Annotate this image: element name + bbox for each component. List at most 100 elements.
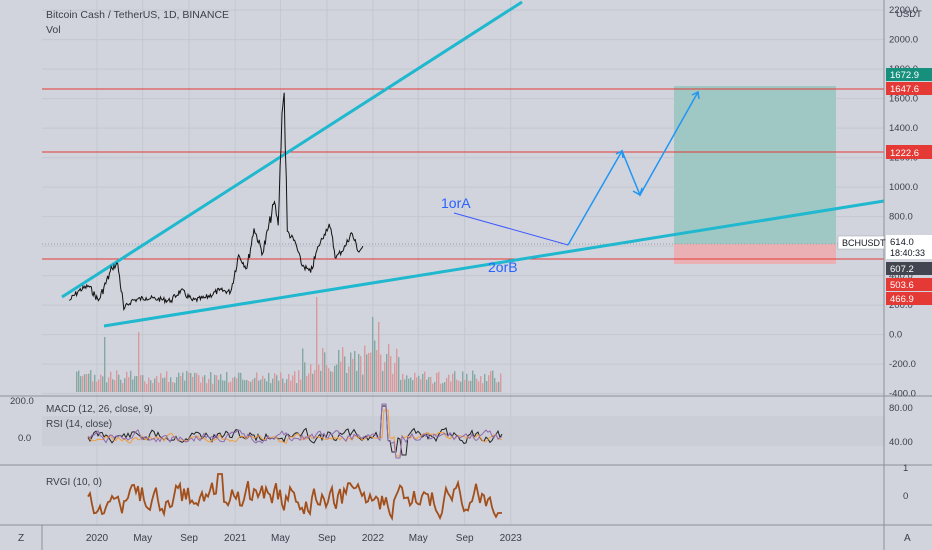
volume-bar	[90, 370, 92, 392]
volume-bar	[302, 348, 304, 392]
tag-countdown-text: 18:40:33	[890, 248, 925, 258]
price-tick-label: 800.0	[889, 212, 913, 223]
corner-right-button[interactable]: A	[904, 533, 911, 544]
volume-bar	[174, 382, 176, 392]
volume-bar	[452, 373, 454, 392]
price-tick-label: -400.0	[889, 389, 916, 400]
volume-bar	[122, 382, 124, 392]
volume-bar	[194, 372, 196, 392]
volume-bar	[260, 379, 262, 392]
price-tick-label: 200.0	[889, 300, 913, 311]
tag-tp-target-text: 1672.9	[890, 70, 919, 81]
volume-bar	[410, 377, 412, 392]
volume-bar	[278, 380, 280, 392]
volume-bar	[218, 379, 220, 392]
price-series-line	[69, 92, 364, 311]
tag-level-466-text: 466.9	[890, 294, 914, 305]
volume-bar	[108, 377, 110, 392]
tag-level-607[interactable]: 607.2	[886, 262, 932, 275]
volume-bar	[186, 370, 188, 392]
volume-bar	[254, 377, 256, 392]
volume-bar	[438, 371, 440, 392]
projection-arrow-down	[632, 187, 643, 197]
volume-bar	[274, 373, 276, 392]
volume-bar	[300, 379, 302, 392]
volume-bar	[298, 370, 300, 392]
volume-bar	[198, 375, 200, 392]
volume-bar	[96, 381, 98, 392]
wave-label-b[interactable]: 2orB	[488, 259, 518, 275]
volume-bar	[448, 374, 450, 392]
volume-bar	[266, 381, 268, 392]
volume-bar	[422, 373, 424, 392]
tag-level-466[interactable]: 466.9	[886, 292, 932, 305]
volume-bar	[408, 378, 410, 392]
volume-bar	[404, 379, 406, 392]
volume-bar	[282, 378, 284, 392]
descending-line-b[interactable]	[453, 212, 569, 246]
volume-bar	[146, 383, 148, 392]
lower-support-line[interactable]	[103, 199, 885, 328]
volume-bar	[366, 354, 368, 392]
projection-arrow-up-2	[691, 90, 700, 100]
volume-bar	[184, 380, 186, 392]
volume-bar	[460, 381, 462, 392]
tag-resistance-mid-text: 1222.6	[890, 148, 919, 159]
volume-bar	[238, 372, 240, 392]
tag-level-503[interactable]: 503.6	[886, 278, 932, 291]
volume-bar	[120, 379, 122, 392]
volume-bar	[124, 378, 126, 392]
volume-bar	[464, 379, 466, 392]
volume-bar	[486, 380, 488, 392]
volume-bar	[368, 352, 370, 392]
volume-bar	[132, 379, 134, 392]
price-tick-label: 1600.0	[889, 94, 918, 105]
volume-bar	[470, 380, 472, 392]
wave-label-a[interactable]: 1orA	[441, 195, 471, 211]
volume-bar	[262, 375, 264, 392]
volume-bar	[78, 370, 80, 392]
volume-bar	[458, 380, 460, 392]
projection-path[interactable]	[567, 91, 699, 246]
volume-bar	[160, 373, 162, 392]
time-tick-label: 2023	[500, 533, 523, 544]
time-tick-label: Sep	[456, 533, 474, 544]
volume-bar	[416, 377, 418, 392]
tag-resistance-top[interactable]: 1647.6	[886, 82, 932, 95]
volume-bars	[76, 297, 502, 392]
volume-bar	[380, 354, 382, 392]
corner-left-button[interactable]: Z	[18, 533, 24, 544]
volume-bar	[390, 356, 392, 392]
volume-bar	[234, 376, 236, 392]
volume-bar	[148, 377, 150, 392]
volume-bar	[88, 373, 90, 392]
volume-bar	[480, 376, 482, 392]
volume-bar	[130, 370, 132, 392]
volume-bar	[348, 366, 350, 392]
volume-bar	[478, 381, 480, 392]
volume-bar	[244, 380, 246, 392]
volume-bar	[474, 374, 476, 392]
tag-level-503-text: 503.6	[890, 280, 914, 291]
volume-bar	[178, 372, 180, 392]
tag-tp-target[interactable]: 1672.9	[886, 68, 932, 81]
volume-bar	[386, 353, 388, 392]
volume-bar	[490, 371, 492, 392]
tag-resistance-mid[interactable]: 1222.6	[886, 145, 932, 159]
volume-bar	[138, 332, 140, 392]
volume-bar	[94, 374, 96, 392]
volume-bar	[308, 373, 310, 392]
tag-last-price[interactable]: BCHUSDT 614.0 18:40:33	[837, 235, 932, 259]
upper-channel-line[interactable]	[61, 0, 523, 299]
volume-label: Vol	[46, 24, 61, 36]
volume-bar	[432, 383, 434, 392]
macd-signal-line	[87, 409, 503, 457]
time-tick-label: Sep	[180, 533, 198, 544]
time-tick-label: May	[133, 533, 152, 544]
volume-bar	[256, 372, 258, 392]
volume-bar	[202, 376, 204, 392]
volume-bar	[100, 374, 102, 392]
volume-bar	[204, 375, 206, 392]
volume-bar	[280, 372, 282, 392]
